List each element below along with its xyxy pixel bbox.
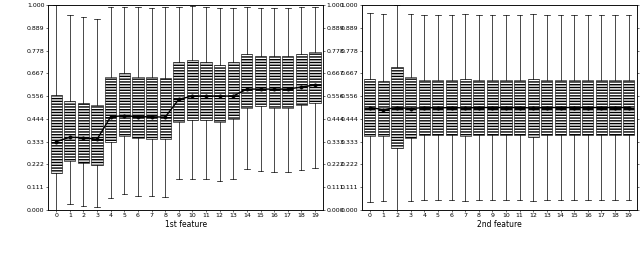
PathPatch shape (419, 80, 430, 135)
PathPatch shape (78, 103, 89, 163)
PathPatch shape (132, 77, 143, 138)
PathPatch shape (309, 52, 321, 103)
PathPatch shape (118, 73, 130, 136)
PathPatch shape (487, 80, 498, 135)
PathPatch shape (228, 62, 239, 119)
PathPatch shape (214, 65, 225, 122)
PathPatch shape (200, 62, 212, 120)
PathPatch shape (460, 79, 471, 136)
PathPatch shape (51, 95, 62, 173)
PathPatch shape (269, 56, 280, 108)
PathPatch shape (405, 77, 416, 138)
PathPatch shape (282, 56, 293, 108)
X-axis label: 2nd feature: 2nd feature (477, 220, 522, 229)
PathPatch shape (623, 80, 634, 135)
PathPatch shape (446, 80, 457, 135)
PathPatch shape (555, 80, 566, 135)
PathPatch shape (173, 62, 184, 122)
PathPatch shape (582, 80, 593, 135)
PathPatch shape (473, 80, 484, 135)
PathPatch shape (296, 54, 307, 105)
PathPatch shape (432, 80, 444, 135)
PathPatch shape (541, 80, 552, 135)
PathPatch shape (187, 60, 198, 120)
PathPatch shape (92, 105, 102, 165)
PathPatch shape (514, 80, 525, 135)
PathPatch shape (568, 80, 580, 135)
X-axis label: 1st feature: 1st feature (164, 220, 207, 229)
PathPatch shape (596, 80, 607, 135)
PathPatch shape (105, 77, 116, 142)
PathPatch shape (500, 80, 511, 135)
PathPatch shape (146, 77, 157, 139)
PathPatch shape (392, 67, 403, 148)
PathPatch shape (378, 81, 389, 136)
PathPatch shape (159, 78, 171, 139)
PathPatch shape (64, 101, 76, 161)
PathPatch shape (241, 54, 253, 108)
PathPatch shape (609, 80, 621, 135)
PathPatch shape (364, 79, 375, 136)
PathPatch shape (255, 56, 266, 106)
PathPatch shape (527, 79, 539, 137)
